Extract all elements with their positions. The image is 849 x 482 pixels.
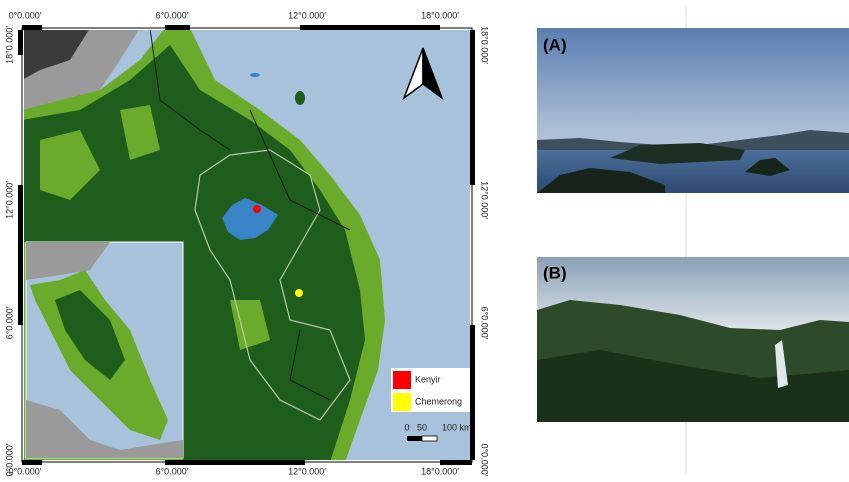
top-coord-label: 6°0.000′	[156, 10, 189, 20]
bottom-coord-label: 6°0.000′	[156, 466, 189, 476]
right-coord-label: 0°0.000′	[480, 444, 490, 477]
left-coord-label: 0°0.000′	[4, 443, 14, 476]
scale-label: 50	[417, 422, 427, 432]
bottom-coord-label: 18°0.000′	[421, 466, 459, 476]
left-coord-label: 18°0.000′	[4, 26, 14, 64]
photo-a	[537, 28, 849, 193]
legend-swatch	[393, 393, 411, 411]
right-coord-label: 18°0.000′	[480, 26, 490, 64]
top-coord-label: 12°0.000′	[288, 10, 326, 20]
figure: 0°0.000′ 6°0.000′ 12°0.000′ 18°0.000′ 0°0.00…	[0, 0, 849, 477]
right-coord-label: 6°0.000′	[480, 307, 490, 340]
legend-swatch	[393, 371, 411, 389]
top-coord-label: 0°0.000′	[9, 10, 42, 20]
right-coord-label: 12°0.000′	[480, 181, 490, 219]
photo-label: (A)	[543, 35, 567, 54]
top-coord-label: 18°0.000′	[421, 10, 459, 20]
scale-label: 0	[404, 422, 409, 432]
legend-label: Kenyir	[415, 374, 441, 384]
left-coord-label: 6°0.000′	[4, 306, 14, 339]
left-coord-label: 12°0.000′	[4, 181, 14, 219]
photo-label: (B)	[543, 263, 567, 282]
photo-b	[537, 257, 849, 422]
bottom-coord-label: 12°0.000′	[288, 466, 326, 476]
scale-label: 100 km	[442, 422, 472, 432]
legend-label: Chemerong	[415, 396, 462, 406]
